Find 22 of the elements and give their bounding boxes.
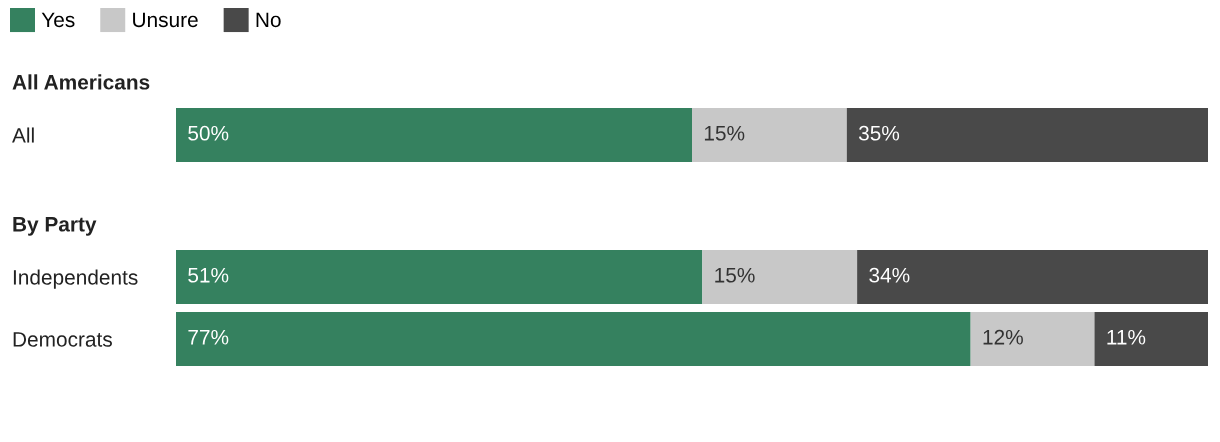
data-label: 51% (188, 267, 229, 283)
legend-label: No (256, 12, 281, 28)
bar (702, 250, 858, 304)
chart-title: By Party (13, 217, 97, 236)
y-tick-label: Democrats (13, 332, 112, 347)
data-label: 34% (869, 267, 910, 283)
legend-label: Unsure (133, 12, 198, 28)
data-label: 50% (188, 125, 229, 141)
chart-title: All Americans (12, 74, 150, 90)
y-tick-label: Independents (13, 269, 138, 289)
data-label: 11% (1107, 329, 1146, 345)
bar (176, 250, 703, 304)
bar (857, 250, 1208, 304)
legend-label: Yes (41, 12, 75, 28)
data-label: 15% (715, 267, 755, 283)
data-label: 77% (188, 329, 229, 345)
data-label: 35% (858, 125, 900, 141)
data-label: 15% (704, 125, 745, 141)
bar (1094, 312, 1208, 366)
y-tick-label: All (12, 127, 34, 143)
bar (970, 312, 1095, 366)
data-label: 12% (983, 329, 1023, 345)
